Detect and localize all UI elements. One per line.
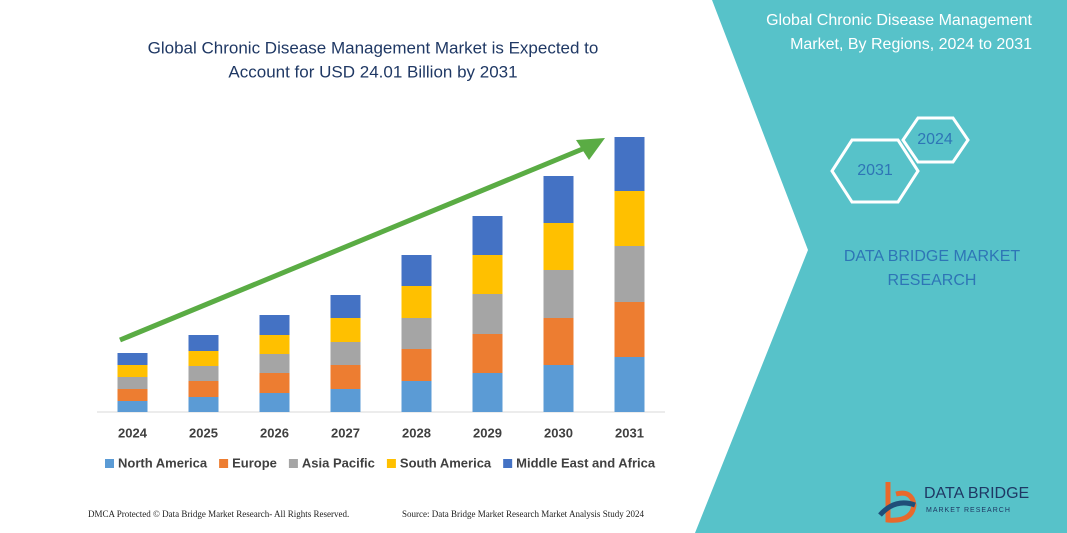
legend-swatch bbox=[105, 459, 114, 468]
bar-segment bbox=[614, 302, 645, 357]
bar-segment bbox=[401, 255, 432, 286]
bar-segment bbox=[117, 365, 148, 377]
bar-segment bbox=[401, 318, 432, 349]
bar-segment bbox=[472, 216, 503, 255]
hex-label: 2024 bbox=[917, 131, 953, 148]
x-tick-label: 2031 bbox=[615, 425, 644, 440]
bar-segment bbox=[330, 342, 361, 365]
bar-segment bbox=[543, 176, 574, 223]
legend-swatch bbox=[219, 459, 229, 468]
bar-segment bbox=[188, 335, 219, 351]
growth-arrow-head bbox=[576, 138, 605, 160]
bar-segment bbox=[330, 389, 361, 412]
bar-segment bbox=[117, 353, 148, 365]
logo-icon bbox=[878, 500, 916, 517]
brand-text: RESEARCH bbox=[888, 272, 977, 289]
bar-segment bbox=[543, 223, 574, 270]
bar-segment bbox=[472, 294, 503, 334]
x-tick-label: 2025 bbox=[189, 425, 218, 440]
bar-segment bbox=[401, 349, 432, 381]
brand-text: DATA BRIDGE MARKET bbox=[844, 248, 1021, 265]
legend-swatch bbox=[503, 459, 513, 468]
bar-segment bbox=[614, 246, 645, 302]
legend-swatch bbox=[288, 459, 298, 468]
bar-segment bbox=[401, 286, 432, 318]
logo-name: DATA BRIDGE bbox=[924, 485, 1029, 502]
footer-text: Source: Data Bridge Market Research Mark… bbox=[402, 509, 644, 519]
bar-segment bbox=[472, 334, 503, 373]
bar-segment bbox=[117, 389, 148, 401]
bar-segment bbox=[543, 318, 574, 365]
panel-title: Market, By Regions, 2024 to 2031 bbox=[790, 36, 1032, 53]
bar-segment bbox=[259, 393, 290, 412]
bar-segment bbox=[614, 137, 645, 191]
bar-segment bbox=[188, 397, 219, 412]
x-tick-label: 2027 bbox=[331, 425, 360, 440]
hexagon bbox=[901, 116, 970, 164]
legend-label: North America bbox=[118, 455, 208, 470]
logo-tagline: MARKET RESEARCH bbox=[926, 507, 1011, 514]
hex-label: 2031 bbox=[857, 162, 893, 179]
x-tick-label: 2028 bbox=[402, 425, 431, 440]
side-panel bbox=[695, 0, 1067, 533]
bar-segment bbox=[543, 365, 574, 412]
bar-segment bbox=[259, 335, 290, 354]
footer-text: DMCA Protected © Data Bridge Market Rese… bbox=[88, 509, 349, 519]
bar-segment bbox=[472, 373, 503, 412]
bar-segment bbox=[614, 357, 645, 412]
bar-segment bbox=[188, 381, 219, 397]
bar-segment bbox=[117, 377, 148, 389]
growth-arrow bbox=[119, 145, 586, 343]
bar-segment bbox=[543, 270, 574, 318]
bar-segment bbox=[259, 315, 290, 335]
hexagon bbox=[830, 138, 920, 204]
bar-segment bbox=[188, 366, 219, 381]
bar-segment bbox=[259, 354, 290, 373]
legend-swatch bbox=[386, 459, 396, 468]
legend-label: Middle East and Africa bbox=[516, 455, 656, 470]
chart-title: Global Chronic Disease Management Market… bbox=[148, 38, 599, 57]
x-tick-label: 2026 bbox=[260, 425, 289, 440]
bar-segment bbox=[117, 401, 148, 412]
chart-title: Account for USD 24.01 Billion by 2031 bbox=[228, 62, 517, 81]
panel-title: Global Chronic Disease Management bbox=[766, 12, 1032, 29]
bar-segment bbox=[188, 351, 219, 366]
x-tick-label: 2029 bbox=[473, 425, 502, 440]
legend-label: Europe bbox=[232, 455, 277, 470]
x-tick-label: 2030 bbox=[544, 425, 573, 440]
x-tick-label: 2024 bbox=[118, 425, 148, 440]
bar-segment bbox=[472, 255, 503, 294]
legend-label: South America bbox=[400, 455, 492, 470]
bar-segment bbox=[330, 365, 361, 389]
bar-segment bbox=[401, 381, 432, 412]
bar-segment bbox=[330, 318, 361, 342]
bar-segment bbox=[259, 373, 290, 393]
bar-segment bbox=[330, 295, 361, 318]
legend-label: Asia Pacific bbox=[302, 455, 375, 470]
bar-segment bbox=[614, 191, 645, 246]
